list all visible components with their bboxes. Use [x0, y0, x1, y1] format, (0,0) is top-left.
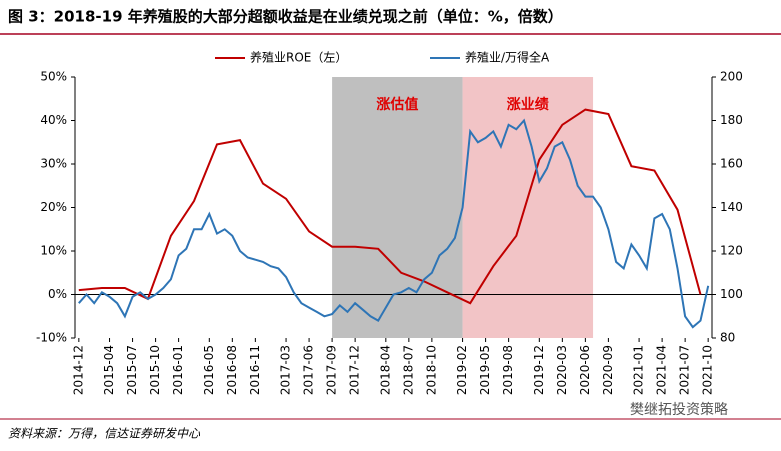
x-tick-label: 2015-04	[102, 345, 116, 395]
x-tick-label: 2016-08	[225, 345, 239, 395]
x-tick-label: 2016-01	[171, 345, 185, 395]
x-tick-label: 2016-11	[248, 345, 262, 395]
watermark: 樊继拓投资策略	[630, 401, 728, 418]
x-tick-label: 2020-09	[601, 345, 615, 395]
y2-tick-label: 180	[720, 113, 743, 127]
source: 资料来源：万得，信达证券研发中心	[8, 427, 201, 441]
x-tick-label: 2017-03	[279, 345, 293, 395]
x-tick-label: 2019-05	[478, 345, 492, 395]
y2-tick-label: 140	[720, 200, 743, 214]
shaded-region	[332, 77, 463, 338]
x-tick-label: 2014-12	[71, 345, 85, 395]
shaded-region	[462, 77, 594, 338]
x-tick-label: 2018-10	[424, 345, 438, 395]
x-tick-label: 2020-03	[555, 345, 569, 395]
x-tick-label: 2018-04	[378, 345, 392, 395]
x-tick-label: 2017-06	[302, 345, 316, 395]
y-tick-label: 50%	[40, 70, 67, 84]
x-tick-label: 2015-07	[125, 345, 139, 395]
x-tick-label: 2021-10	[701, 345, 715, 395]
y2-tick-label: 120	[720, 244, 743, 258]
x-tick-label: 2017-12	[348, 345, 362, 395]
region-label: 涨业绩	[507, 96, 549, 113]
y-tick-label: 30%	[40, 157, 67, 171]
y-tick-label: 40%	[40, 113, 67, 127]
y-tick-label: 10%	[40, 244, 67, 258]
y-tick-label: 0%	[48, 287, 67, 301]
legend-label: 养殖业/万得全A	[465, 50, 550, 65]
x-tick-label: 2020-06	[578, 345, 592, 395]
y2-tick-label: 80	[720, 331, 735, 345]
legend-label: 养殖业ROE（左）	[250, 50, 347, 65]
y2-tick-label: 160	[720, 157, 743, 171]
x-tick-label: 2015-10	[148, 345, 162, 395]
x-tick-label: 2019-02	[455, 345, 469, 395]
series-line	[78, 118, 710, 329]
chart-title: 图 3：2018-19 年养殖股的大部分超额收益是在业绩兑现之前（单位：%，倍数…	[8, 8, 563, 26]
x-tick-label: 2019-12	[532, 345, 546, 395]
x-tick-label: 2016-05	[202, 345, 216, 395]
x-tick-label: 2017-09	[325, 345, 339, 395]
x-tick-label: 2021-01	[632, 345, 646, 395]
region-label: 涨估值	[376, 96, 418, 113]
y2-tick-label: 200	[720, 70, 743, 84]
y2-tick-label: 100	[720, 287, 743, 301]
x-tick-label: 2021-04	[655, 345, 669, 395]
y-tick-label: -10%	[36, 331, 67, 345]
x-tick-label: 2019-08	[501, 345, 515, 395]
series-line	[78, 108, 702, 305]
x-tick-label: 2018-07	[401, 345, 415, 395]
x-tick-label: 2021-07	[678, 345, 692, 395]
y-tick-label: 20%	[40, 200, 67, 214]
